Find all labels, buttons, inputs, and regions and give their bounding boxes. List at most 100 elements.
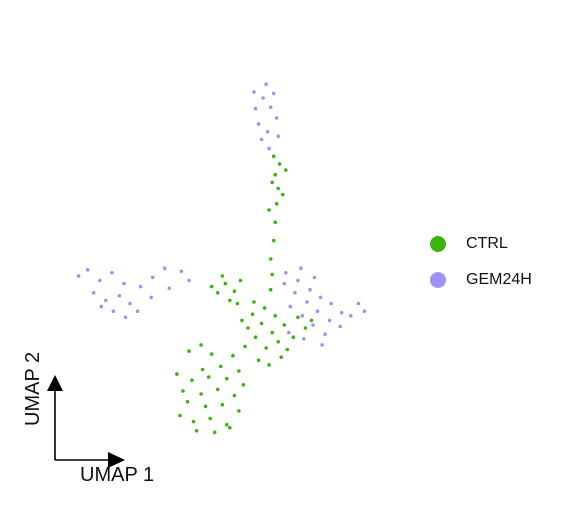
point-gem24h-2	[268, 105, 273, 109]
point-gem24h-33	[296, 278, 300, 283]
point-ctrl-8	[181, 389, 185, 393]
point-ctrl-50	[268, 257, 273, 261]
point-ctrl-59	[267, 208, 271, 212]
point-ctrl-32	[250, 312, 255, 317]
point-gem24h-52	[362, 309, 367, 314]
point-gem24h-22	[135, 309, 140, 314]
point-ctrl-34	[273, 314, 278, 318]
point-gem24h-26	[163, 266, 167, 271]
point-gem24h-20	[111, 309, 116, 314]
point-ctrl-45	[238, 278, 243, 283]
y-axis-label: UMAP 2	[22, 351, 44, 426]
point-gem24h-13	[98, 278, 102, 283]
point-ctrl-41	[223, 281, 228, 286]
point-gem24h-28	[149, 295, 153, 300]
point-gem24h-3	[256, 122, 261, 126]
point-ctrl-24	[243, 344, 247, 349]
point-ctrl-44	[228, 298, 232, 303]
umap2-arrow-head	[47, 375, 63, 391]
point-ctrl-42	[232, 289, 237, 294]
point-gem24h-41	[327, 318, 332, 323]
point-ctrl-15	[241, 383, 246, 387]
point-ctrl-23	[231, 353, 235, 358]
point-gem24h-50	[312, 275, 317, 280]
point-gem24h-25	[150, 275, 155, 280]
point-gem24h-6	[252, 90, 256, 94]
point-ctrl-53	[274, 202, 279, 206]
point-ctrl-25	[253, 335, 258, 340]
point-gem24h-53	[320, 343, 324, 347]
point-ctrl-60	[284, 168, 288, 172]
point-gem24h-36	[329, 301, 333, 306]
point-ctrl-69	[309, 318, 314, 323]
point-gem24h-47	[323, 332, 327, 337]
point-gem24h-7	[264, 82, 268, 86]
point-gem24h-18	[117, 294, 122, 298]
point-gem24h-23	[99, 304, 104, 309]
point-gem24h-12	[85, 268, 90, 272]
point-ctrl-56	[277, 162, 282, 166]
point-ctrl-68	[303, 326, 308, 330]
scatter-points-layer	[76, 82, 367, 435]
point-ctrl-55	[273, 172, 278, 177]
point-gem24h-42	[338, 324, 343, 329]
point-ctrl-39	[291, 335, 296, 340]
point-ctrl-26	[246, 326, 250, 330]
point-ctrl-47	[235, 301, 240, 306]
point-ctrl-11	[232, 393, 237, 398]
point-gem24h-21	[123, 315, 128, 320]
axis-arrows	[47, 375, 125, 468]
point-ctrl-31	[285, 347, 290, 352]
point-gem24h-48	[282, 281, 287, 286]
point-ctrl-37	[267, 363, 271, 367]
point-ctrl-61	[271, 154, 276, 159]
point-ctrl-5	[203, 404, 208, 409]
point-ctrl-12	[190, 378, 194, 383]
point-ctrl-27	[259, 321, 264, 326]
point-gem24h-49	[299, 266, 303, 271]
point-ctrl-13	[206, 375, 211, 379]
point-gem24h-40	[315, 309, 320, 314]
legend-gem24h-label: GEM24H	[466, 271, 532, 288]
point-ctrl-16	[194, 429, 199, 433]
point-ctrl-35	[282, 323, 287, 327]
point-ctrl-28	[270, 330, 275, 335]
legend-ctrl-label: CTRL	[466, 235, 508, 252]
point-ctrl-2	[208, 416, 212, 421]
point-gem24h-32	[284, 271, 288, 275]
point-gem24h-14	[110, 271, 114, 275]
point-gem24h-10	[276, 134, 281, 139]
point-ctrl-4	[185, 399, 190, 404]
point-ctrl-29	[264, 346, 268, 350]
point-ctrl-0	[178, 413, 182, 418]
point-ctrl-51	[271, 238, 276, 243]
point-ctrl-36	[256, 358, 261, 363]
point-gem24h-11	[267, 146, 271, 151]
point-gem24h-38	[293, 291, 297, 295]
point-gem24h-46	[311, 323, 315, 327]
point-ctrl-43	[209, 284, 214, 289]
point-ctrl-67	[296, 315, 300, 320]
x-axis-label: UMAP 1	[80, 464, 155, 486]
point-ctrl-10	[215, 387, 220, 392]
point-gem24h-24	[138, 284, 143, 289]
point-gem24h-5	[274, 116, 279, 120]
point-gem24h-15	[122, 281, 126, 286]
point-ctrl-58	[281, 192, 285, 197]
point-gem24h-29	[167, 286, 172, 291]
legend-ctrl-marker	[430, 236, 446, 252]
point-ctrl-7	[237, 409, 241, 413]
point-ctrl-65	[252, 300, 256, 304]
point-ctrl-49	[270, 272, 275, 277]
point-ctrl-52	[273, 220, 278, 224]
point-gem24h-19	[128, 301, 132, 306]
legend-item-ctrl: CTRL	[430, 226, 532, 262]
point-ctrl-46	[220, 274, 225, 278]
point-ctrl-66	[240, 318, 244, 323]
point-ctrl-20	[200, 367, 205, 372]
legend-item-gem24h: GEM24H	[430, 262, 532, 298]
point-gem24h-44	[288, 304, 293, 309]
point-ctrl-9	[199, 392, 203, 396]
point-gem24h-51	[356, 301, 361, 306]
